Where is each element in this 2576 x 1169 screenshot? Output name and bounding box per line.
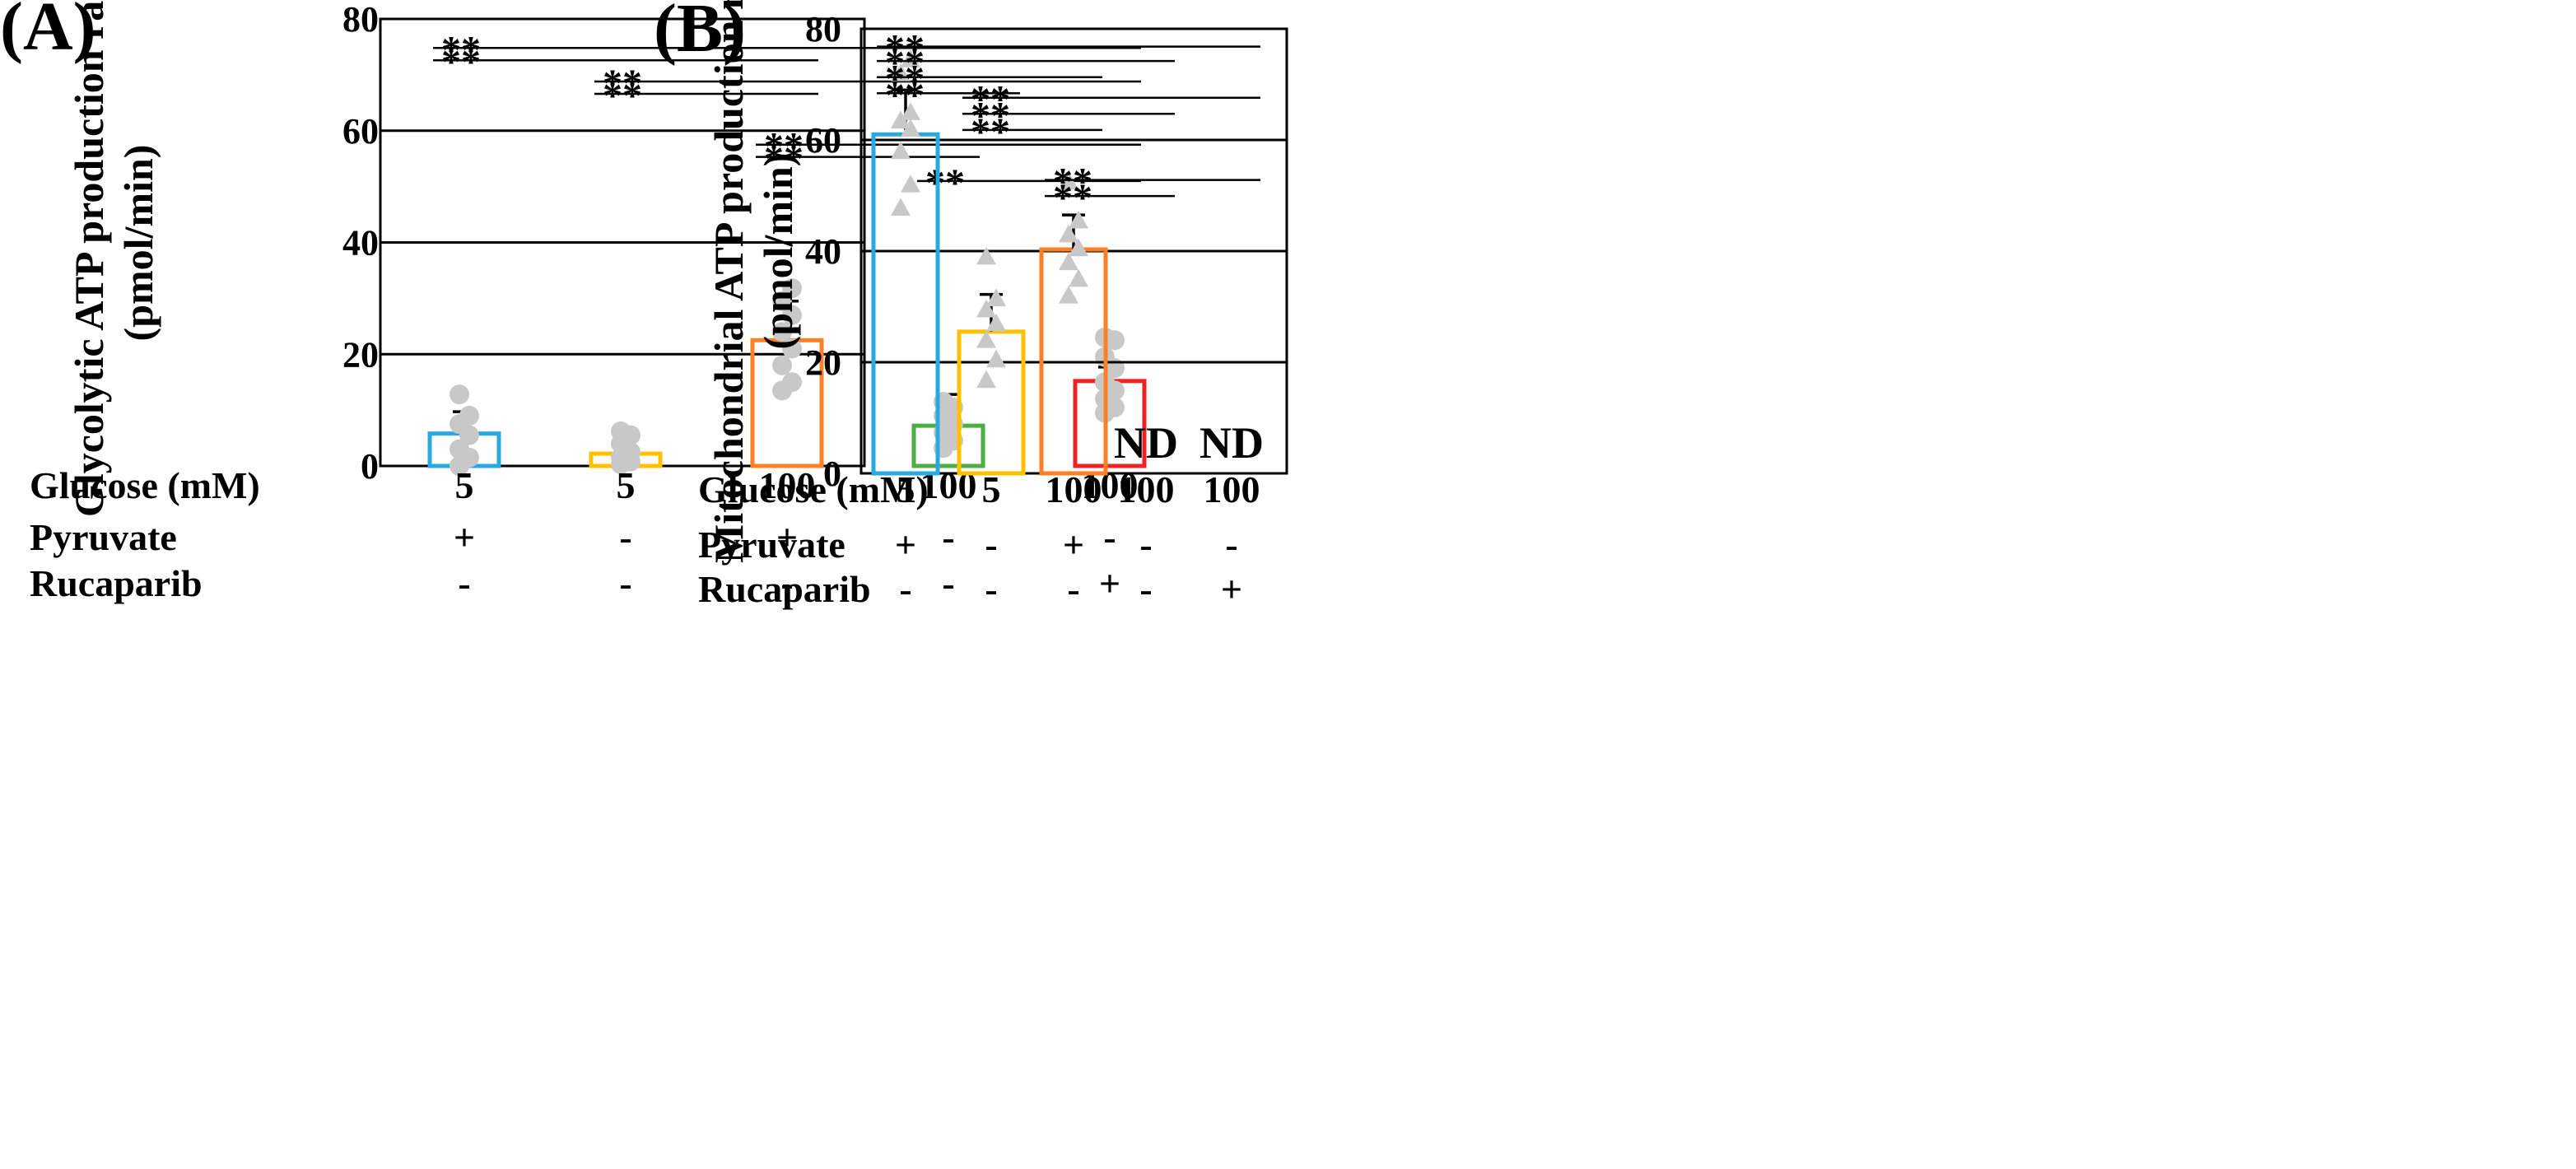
data-point	[1059, 252, 1078, 271]
condition-value: -	[619, 562, 631, 604]
data-point	[1059, 286, 1078, 304]
y-tick-label: 40	[805, 231, 841, 272]
significance-label: **	[885, 73, 925, 117]
condition-value: +	[454, 516, 475, 558]
data-point	[901, 102, 920, 120]
condition-value: 100	[920, 464, 977, 506]
condition-value: +	[776, 516, 798, 558]
condition-row-label: Pyruvate	[30, 516, 177, 558]
condition-value: +	[1099, 562, 1120, 604]
condition-row-label: Rucaparib	[698, 568, 871, 610]
y-axis-label-unit: (pmol/min)	[115, 145, 161, 342]
condition-value: -	[1139, 524, 1152, 566]
condition-value: -	[942, 562, 954, 604]
y-tick-label: 60	[342, 111, 379, 151]
bar	[957, 329, 1026, 476]
data-point	[976, 299, 996, 318]
condition-value: -	[1139, 568, 1152, 610]
data-point	[450, 384, 469, 405]
y-tick-label: 60	[805, 120, 841, 161]
condition-value: 5	[982, 468, 1001, 510]
data-point	[976, 246, 996, 265]
significance-label: **	[764, 125, 804, 169]
significance-label: **	[603, 74, 642, 118]
condition-value: -	[899, 568, 911, 610]
data-point	[782, 305, 802, 325]
condition-value: -	[619, 516, 631, 558]
data-point	[1059, 224, 1078, 243]
y-tick-label: 80	[805, 9, 841, 49]
significance-label: **	[925, 161, 965, 205]
data-point	[976, 370, 996, 389]
y-tick-label: 0	[361, 446, 379, 487]
condition-value: 5	[897, 468, 915, 510]
data-point	[1069, 210, 1088, 229]
condition-value: -	[1225, 524, 1237, 566]
condition-value: +	[1063, 524, 1084, 566]
significance-label: **	[441, 40, 481, 84]
significance-label: **	[603, 62, 642, 105]
data-point	[891, 198, 911, 216]
condition-value: -	[1103, 516, 1116, 558]
condition-row-label: Glucose (mM)	[698, 468, 929, 510]
condition-value: 100	[759, 464, 816, 506]
condition-value: -	[985, 524, 997, 566]
significance-label: **	[1053, 176, 1092, 220]
y-tick-label: 40	[342, 223, 379, 263]
significance-label: **	[885, 27, 925, 71]
panel-label: (B)	[654, 0, 746, 67]
data-point	[782, 338, 802, 359]
data-point	[986, 313, 1006, 332]
data-point	[901, 175, 920, 193]
data-point	[450, 439, 469, 459]
condition-value: 100	[1046, 468, 1102, 510]
condition-value: -	[942, 516, 954, 558]
data-point	[1069, 268, 1088, 287]
nd-label: ND	[1114, 418, 1178, 468]
y-tick-label: 0	[823, 454, 841, 494]
condition-value: +	[1221, 568, 1242, 610]
data-point	[772, 355, 792, 375]
data-point	[901, 49, 920, 68]
panel-label: (A)	[0, 0, 96, 65]
data-point	[782, 278, 802, 299]
condition-value: 100	[1204, 468, 1260, 510]
data-point	[459, 405, 479, 426]
data-point	[772, 322, 792, 342]
data-point	[891, 110, 911, 128]
y-tick-label: 20	[342, 334, 379, 375]
y-axis-label-unit: (pmol/min)	[755, 153, 801, 350]
data-point	[986, 349, 1006, 368]
data-point	[891, 141, 911, 160]
condition-value: +	[895, 524, 916, 566]
y-axis-label: Mitochondrial ATP production rate	[706, 0, 752, 563]
condition-row-label: Glucose (mM)	[30, 464, 260, 506]
data-point	[1069, 238, 1088, 257]
data-point	[986, 288, 1006, 306]
condition-row-label: Rucaparib	[30, 562, 203, 604]
nd-label: ND	[1199, 418, 1264, 468]
condition-value: -	[985, 568, 997, 610]
condition-value: 5	[617, 464, 636, 506]
data-point	[901, 119, 920, 137]
condition-row-label: Pyruvate	[698, 524, 845, 566]
y-tick-label: 80	[342, 0, 379, 40]
y-axis-label: Glycolytic ATP production rate	[66, 0, 112, 517]
data-point	[611, 421, 631, 441]
condition-value: 100	[1118, 468, 1175, 510]
significance-label: **	[764, 137, 804, 181]
condition-value: -	[780, 562, 793, 604]
condition-value: -	[1067, 568, 1079, 610]
significance-label: **	[971, 110, 1010, 154]
data-point	[782, 372, 802, 393]
data-point	[976, 330, 996, 348]
significance-label: **	[441, 28, 481, 72]
condition-value: -	[458, 562, 470, 604]
condition-value: 5	[455, 464, 474, 506]
y-tick-label: 20	[805, 342, 841, 383]
